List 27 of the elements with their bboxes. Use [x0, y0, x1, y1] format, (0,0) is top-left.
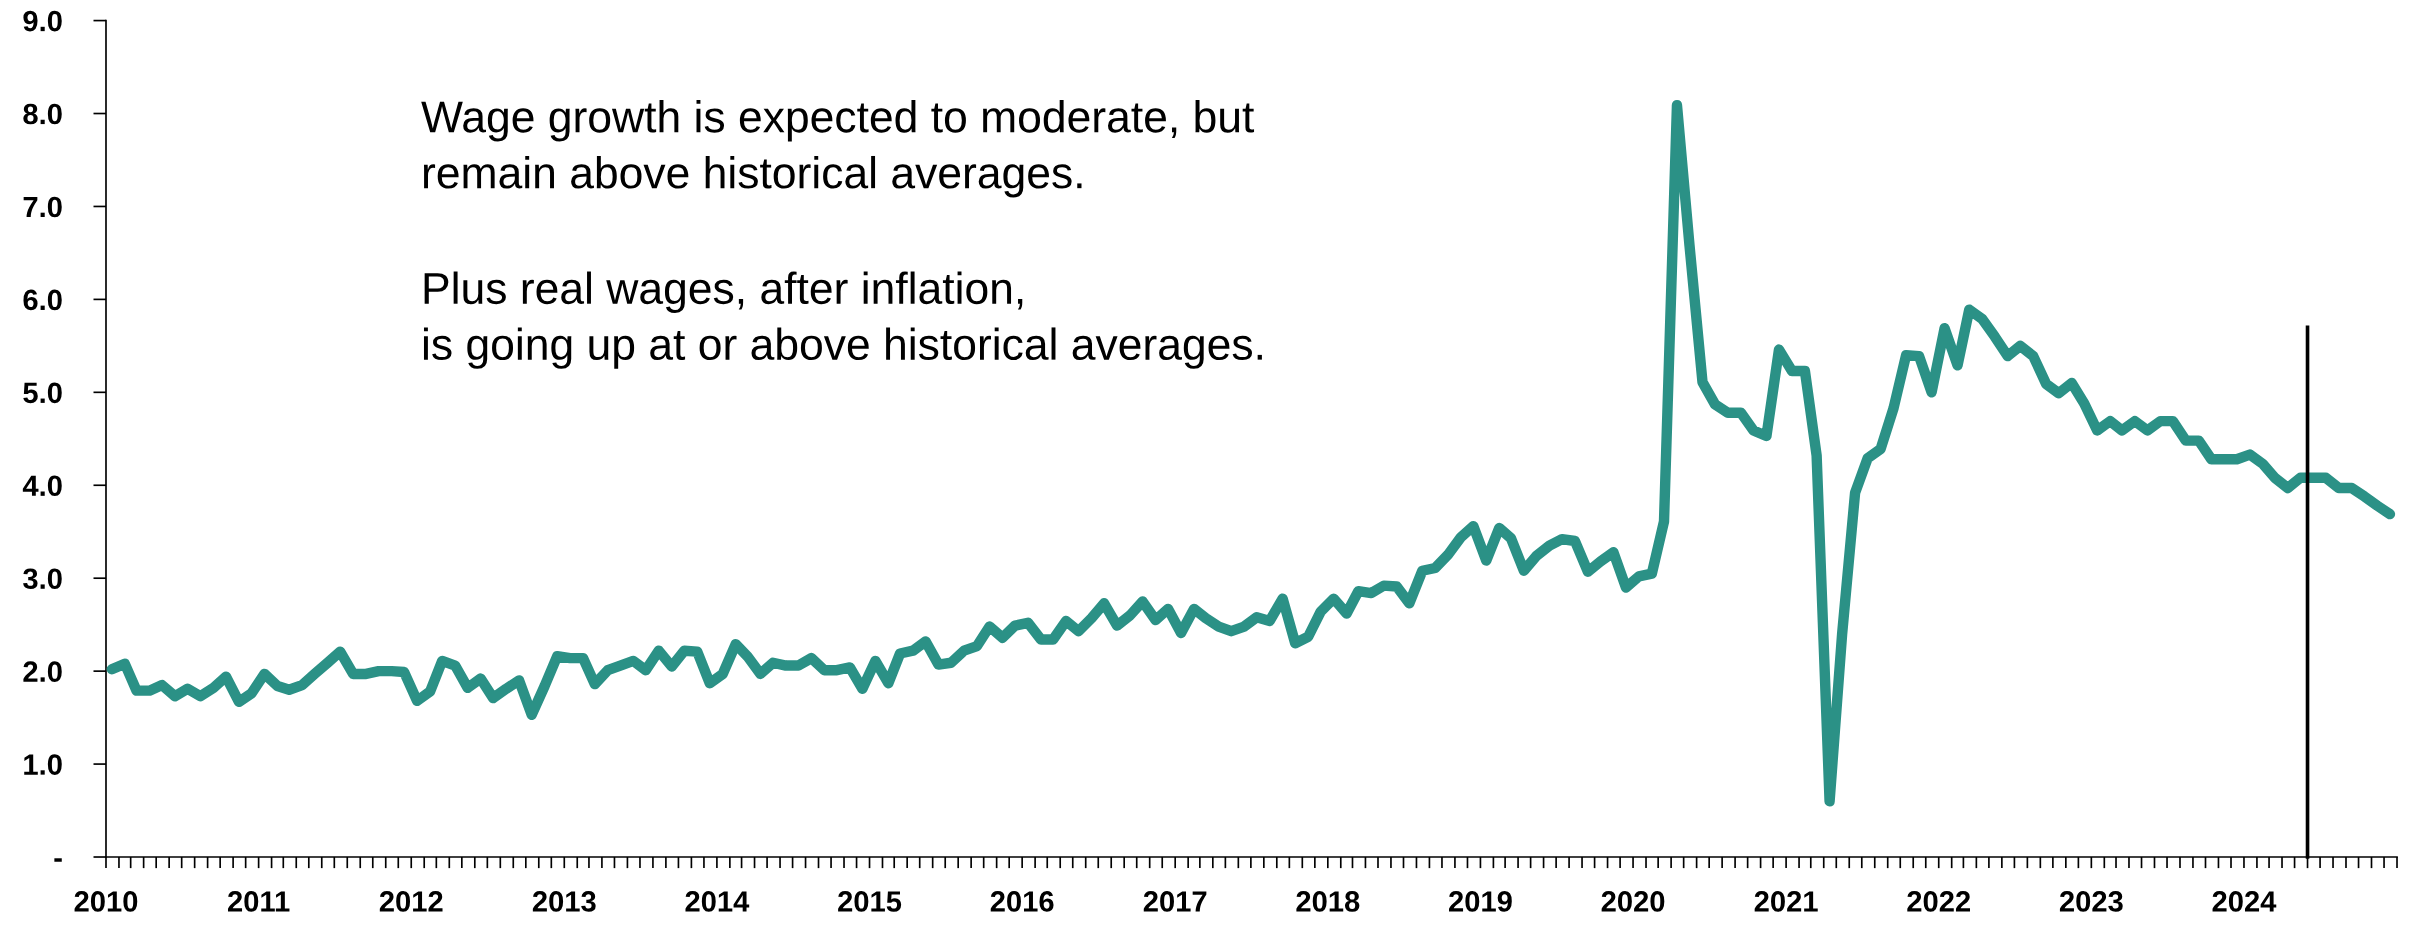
x-tick-label: 2010 — [74, 891, 138, 912]
x-tick-label: 2022 — [1907, 891, 1970, 912]
x-tick-label: 2013 — [532, 891, 596, 912]
annotation: Plus real wages, after inflation, is going up at or above historical averages. — [423, 271, 1262, 369]
x-tick-label: 2014 — [685, 891, 750, 912]
y-tick-label: - — [54, 858, 62, 862]
y-tick-label: 8.0 — [23, 103, 62, 125]
x-tick-label: 2011 — [227, 891, 290, 912]
y-tick-label: 5.0 — [23, 382, 62, 404]
y-tick-label: 9.0 — [23, 10, 62, 32]
y-tick-label: 2.0 — [23, 661, 62, 682]
annotation: Wage growth is expected to moderate, but remain above historical averages. — [421, 100, 1255, 198]
x-tick-label: 2015 — [838, 891, 902, 912]
x-tick-label: 2018 — [1296, 891, 1360, 912]
y-tick-label: 4.0 — [22, 475, 62, 497]
x-tick-label: 2012 — [379, 891, 443, 912]
x-tick-label: 2024 — [2212, 891, 2277, 912]
x-tick-label: 2017 — [1143, 891, 1207, 912]
x-tick-label: 2019 — [1449, 891, 1512, 912]
x-tick-label: 2016 — [990, 891, 1054, 912]
y-tick-label: 6.0 — [23, 289, 62, 311]
y-tick-label: 1.0 — [24, 754, 62, 775]
x-tick-label: 2020 — [1601, 891, 1665, 912]
x-tick-label: 2021 — [1754, 891, 1818, 912]
y-tick-label: 7.0 — [23, 196, 62, 218]
x-tick-label: 2023 — [2059, 891, 2123, 912]
y-tick-label: 3.0 — [23, 568, 62, 590]
